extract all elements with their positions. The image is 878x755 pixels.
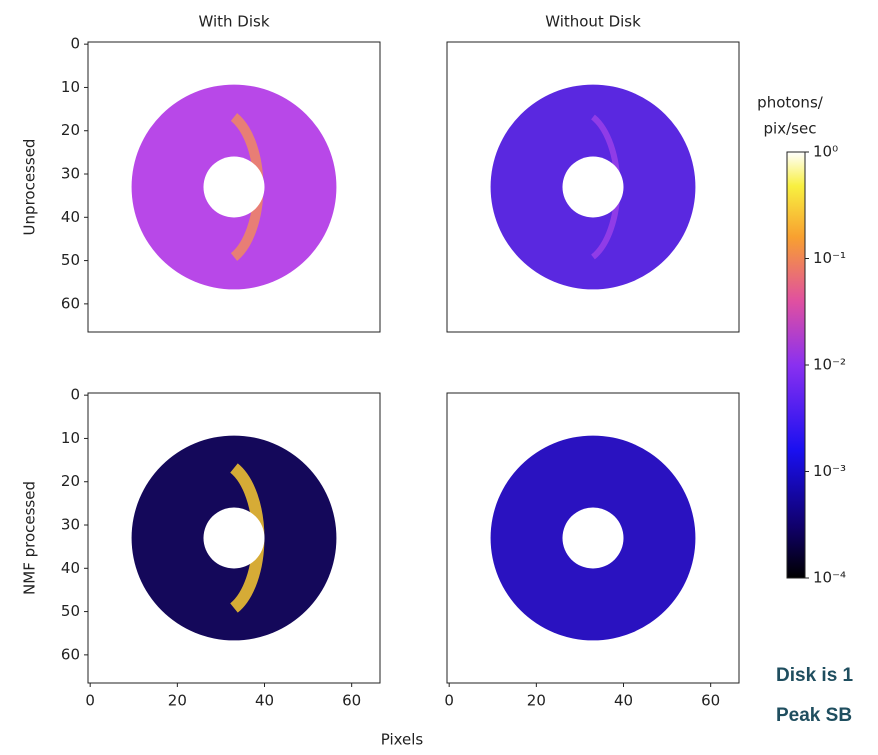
x-tick-label: 20 <box>168 692 187 710</box>
y-tick-label: 40 <box>61 559 80 577</box>
y-axis-label: NMF processed <box>21 481 39 595</box>
y-tick-label: 30 <box>61 165 80 183</box>
y-tick-label: 40 <box>61 208 80 226</box>
colorbar-tick-label: 10⁻² <box>813 356 846 374</box>
colorbar-tick-label: 10⁻⁴ <box>813 569 846 587</box>
x-axis-label: Pixels <box>381 731 424 749</box>
y-tick-label: 60 <box>61 645 80 663</box>
axes-frame <box>87 392 381 684</box>
image-hole <box>562 156 624 218</box>
axes-frame <box>87 41 381 333</box>
y-tick-label: 20 <box>61 472 80 490</box>
y-tick-label: 20 <box>61 121 80 139</box>
y-axis-label: Unprocessed <box>21 139 39 236</box>
y-tick-label: 0 <box>70 35 80 53</box>
axes-frame <box>446 392 740 684</box>
note: Disk is 1 <box>776 665 854 686</box>
colorbar <box>786 151 806 579</box>
y-tick-label: 50 <box>61 251 80 269</box>
x-tick-label: 0 <box>444 692 454 710</box>
x-tick-label: 40 <box>255 692 274 710</box>
y-tick-label: 60 <box>61 294 80 312</box>
x-tick-label: 40 <box>614 692 633 710</box>
image-hole <box>203 156 265 218</box>
axes-title: Without Disk <box>545 13 641 31</box>
x-tick-label: 0 <box>85 692 95 710</box>
axes-title: With Disk <box>198 13 269 31</box>
colorbar-tick-label: 10⁻³ <box>813 462 846 480</box>
x-tick-label: 60 <box>701 692 720 710</box>
colorbar-label: pix/sec <box>764 120 817 138</box>
image-hole <box>562 507 624 569</box>
colorbar-tick-label: 10⁰ <box>813 143 838 161</box>
x-tick-label: 60 <box>342 692 361 710</box>
y-tick-label: 10 <box>61 78 80 96</box>
image-hole <box>203 507 265 569</box>
y-tick-label: 50 <box>61 602 80 620</box>
y-tick-label: 10 <box>61 429 80 447</box>
colorbar-label: photons/ <box>757 94 824 112</box>
y-tick-label: 30 <box>61 516 80 534</box>
y-tick-label: 0 <box>70 386 80 404</box>
axes-frame <box>446 41 740 333</box>
x-tick-label: 20 <box>527 692 546 710</box>
note: Peak SB <box>776 705 852 726</box>
colorbar-tick-label: 10⁻¹ <box>813 249 846 267</box>
